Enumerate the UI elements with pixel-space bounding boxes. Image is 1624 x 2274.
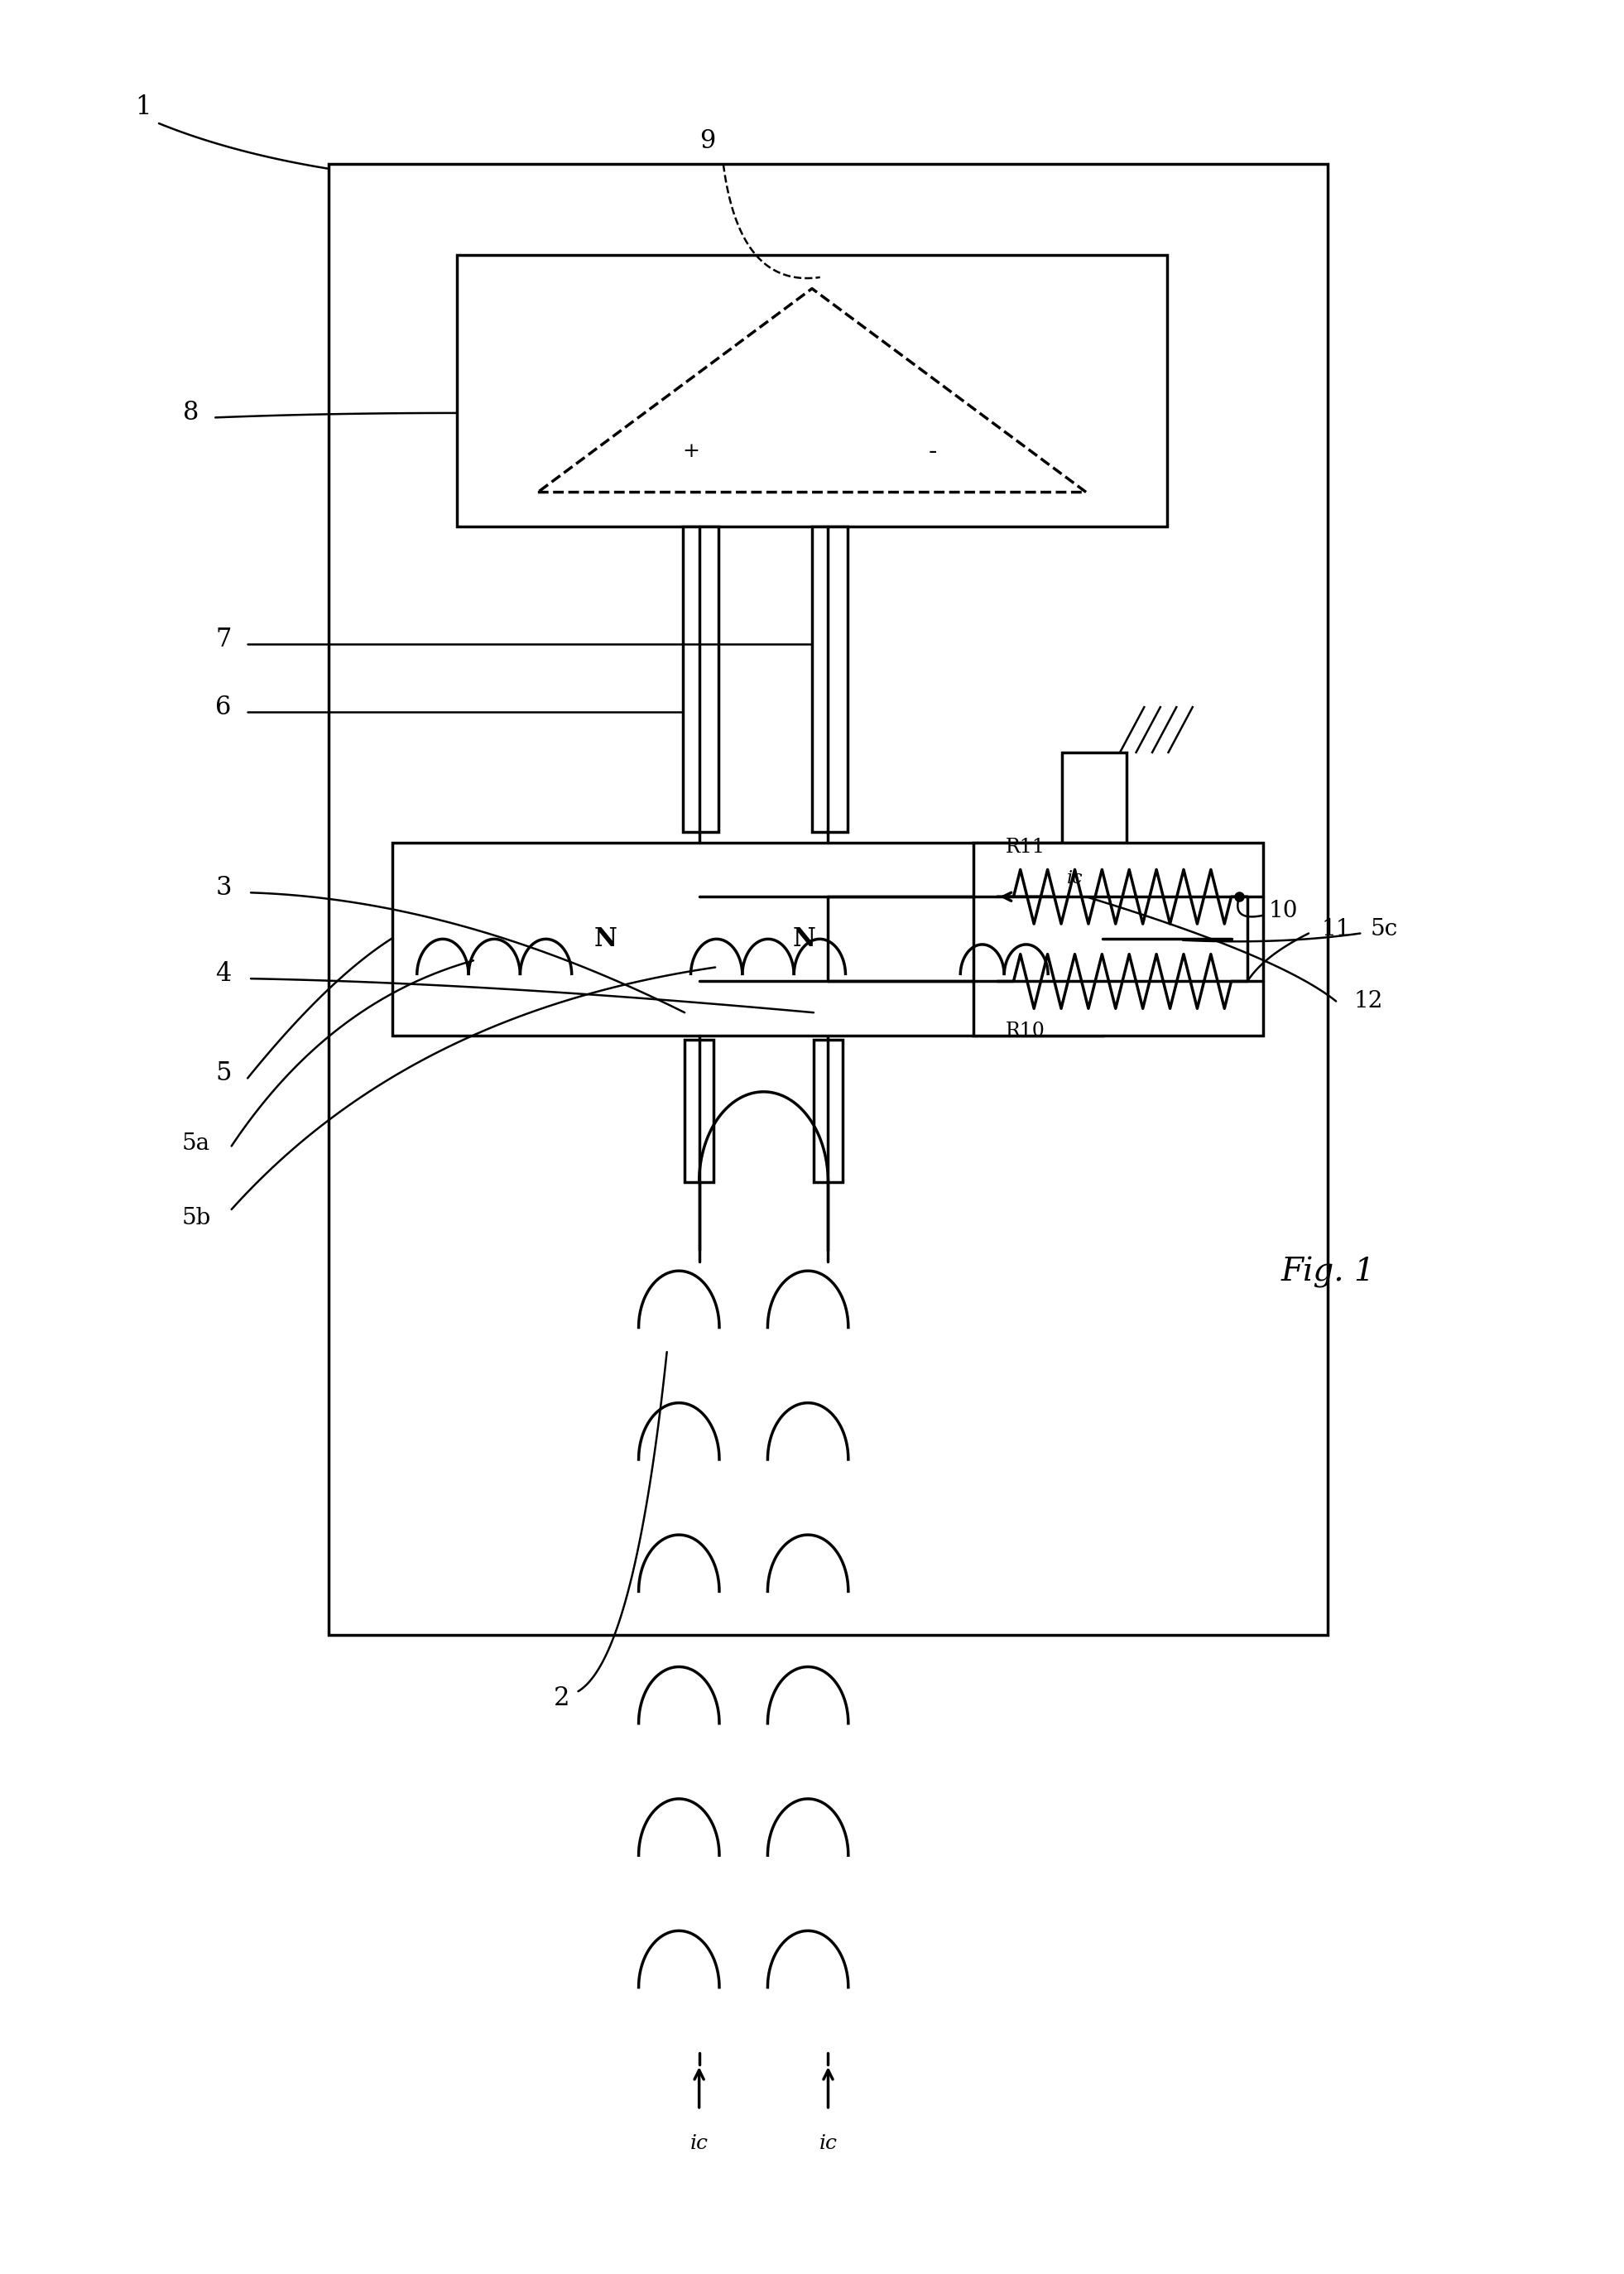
Bar xyxy=(393,844,1103,1035)
Text: 12: 12 xyxy=(1354,989,1384,1012)
Bar xyxy=(1062,753,1127,844)
Text: 8: 8 xyxy=(184,400,200,425)
Text: R11: R11 xyxy=(1005,837,1046,857)
Text: N: N xyxy=(594,926,617,953)
Text: -: - xyxy=(929,439,937,464)
Text: 3: 3 xyxy=(216,875,232,901)
Text: 5a: 5a xyxy=(182,1132,209,1155)
Text: 2: 2 xyxy=(554,1685,570,1710)
Text: ic: ic xyxy=(818,2135,838,2153)
Text: R10: R10 xyxy=(1005,1021,1046,1041)
Text: 5c: 5c xyxy=(1371,919,1398,939)
Text: 5: 5 xyxy=(216,1060,232,1087)
Bar xyxy=(973,844,1263,1035)
Text: 9: 9 xyxy=(700,130,715,155)
Text: 10: 10 xyxy=(1268,901,1298,921)
Bar xyxy=(328,164,1328,1635)
Bar xyxy=(684,525,718,832)
Text: 6: 6 xyxy=(216,694,232,721)
Text: 11: 11 xyxy=(1322,919,1351,939)
Text: +: + xyxy=(682,441,700,462)
Text: N: N xyxy=(793,926,815,953)
Bar xyxy=(458,255,1166,525)
Text: ic: ic xyxy=(690,2135,708,2153)
Text: ic: ic xyxy=(1067,869,1083,887)
Bar xyxy=(812,525,848,832)
Text: 5b: 5b xyxy=(182,1207,211,1230)
Text: 7: 7 xyxy=(216,625,232,653)
Text: 4: 4 xyxy=(216,962,231,987)
Bar xyxy=(814,1039,843,1182)
Text: Fig. 1: Fig. 1 xyxy=(1281,1258,1376,1289)
Text: 1: 1 xyxy=(135,96,151,121)
Bar xyxy=(685,1039,713,1182)
